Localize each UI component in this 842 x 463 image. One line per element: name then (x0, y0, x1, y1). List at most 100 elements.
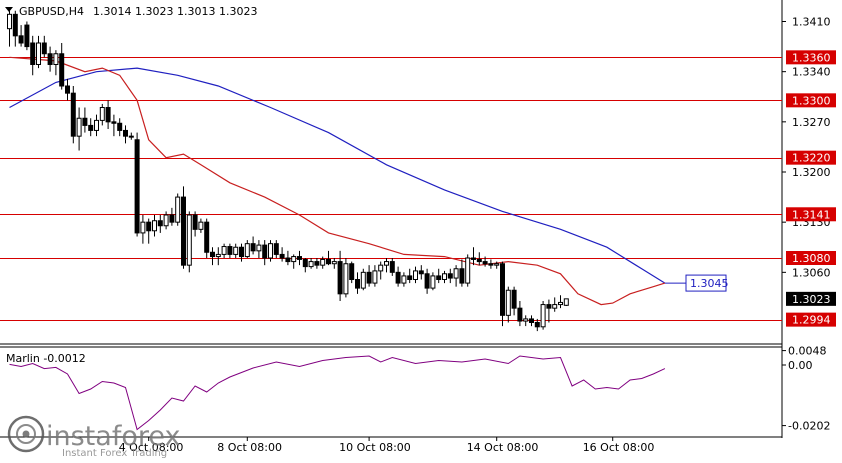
bear-candle-body (459, 268, 465, 284)
candle (70, 86, 76, 144)
bull-candle-body (140, 221, 146, 234)
bear-candle-body (407, 275, 413, 280)
bear-candle-body (471, 257, 476, 260)
bull-candle-body (552, 304, 558, 309)
bull-candle-body (7, 13, 12, 30)
candle (407, 268, 413, 284)
price-tick-label: 1.3200 (792, 166, 831, 179)
bear-candle-body (273, 243, 279, 255)
bear-candle-body (181, 196, 186, 266)
oscillator-tick-label: -0.0202 (788, 420, 830, 433)
bull-candle-body (256, 244, 262, 252)
candle (534, 318, 540, 332)
bear-candle-body (111, 121, 117, 124)
candle (186, 211, 192, 273)
candle (337, 250, 343, 301)
bear-candle-body (24, 24, 30, 48)
bear-candle-body (546, 304, 552, 309)
bear-candle-body (529, 318, 534, 323)
time-tick-label: 4 Oct 08:00 (119, 441, 184, 454)
bear-candle-body (349, 263, 355, 281)
bear-candle-body (395, 271, 401, 284)
candle (488, 259, 494, 269)
instaforex-logo-icon (7, 415, 45, 453)
bear-candle-body (30, 42, 36, 65)
candle (59, 43, 65, 90)
level-price-tag (786, 312, 836, 327)
dropdown-triangle-icon[interactable] (5, 7, 13, 12)
bull-candle-body (221, 246, 227, 255)
candle (511, 286, 517, 316)
bear-candle-body (285, 257, 291, 263)
bear-candle-body (192, 214, 198, 230)
bear-candle-body (88, 124, 94, 131)
bear-candle-body (82, 117, 88, 126)
bear-candle-body (65, 85, 70, 94)
ma-value-callout-box (685, 274, 727, 292)
time-tick-label: 16 Oct 08:00 (583, 441, 655, 454)
candle (47, 46, 53, 72)
candle (297, 250, 302, 266)
bull-candle-body (99, 107, 105, 121)
candle (152, 215, 157, 237)
candle (355, 272, 360, 294)
candle (36, 35, 41, 69)
candle (30, 35, 36, 76)
level-price-tag (786, 50, 836, 65)
candle (244, 240, 250, 258)
bear-candle-body (18, 35, 24, 44)
bear-candle-body (534, 322, 540, 328)
bear-candle-body (314, 261, 320, 266)
bear-candle-body (169, 214, 175, 223)
candle (279, 247, 285, 262)
candle (215, 247, 221, 266)
candle (372, 265, 378, 287)
bear-candle-body (41, 42, 47, 55)
chart-header: GBPUSD,H4 1.3014 1.3023 1.3013 1.3023 (5, 5, 257, 18)
level-price-label: 1.3360 (792, 51, 831, 64)
candle (256, 240, 262, 258)
candle (500, 261, 505, 327)
instaforex-watermark: instaforex Instant Forex Trading (7, 415, 180, 459)
level-price-label: 1.3220 (792, 152, 831, 165)
candle (262, 240, 268, 266)
candle (140, 215, 146, 244)
price-tick-label: 1.3060 (792, 266, 831, 279)
candle (65, 78, 70, 101)
bull-candle-body (523, 318, 529, 322)
watermark-tagline: Instant Forex Trading (62, 448, 167, 459)
bull-candle-body (186, 214, 192, 266)
candle (268, 240, 273, 262)
candle (442, 270, 447, 284)
bull-candle-body (505, 289, 511, 316)
candle (378, 261, 384, 280)
candle (204, 218, 210, 258)
candle (558, 295, 563, 309)
bear-candle-body (366, 271, 372, 284)
candle (471, 247, 476, 266)
candle (517, 301, 523, 327)
bear-candle-body (47, 53, 53, 65)
bull-candle-body (244, 243, 250, 258)
bear-candle-body (476, 258, 482, 263)
candle (285, 250, 291, 266)
candle (88, 118, 94, 137)
bull-candle-body (442, 273, 447, 280)
level-price-tag (786, 150, 836, 165)
bull-candle-body (331, 261, 337, 265)
bear-candle-body (105, 107, 111, 123)
oscillator-header: Marlin -0.0012 (6, 352, 86, 365)
candle (401, 272, 407, 287)
time-tick-label: 14 Oct 08:00 (467, 441, 539, 454)
price-tick-label: 1.3340 (792, 66, 831, 79)
bear-candle-body (146, 221, 152, 232)
candle (94, 114, 99, 137)
candle (12, 10, 18, 47)
candle (99, 103, 105, 126)
candle (546, 299, 552, 323)
bear-candle-body (500, 263, 505, 316)
bear-candle-body (326, 258, 331, 265)
bull-candle-body (465, 257, 471, 284)
